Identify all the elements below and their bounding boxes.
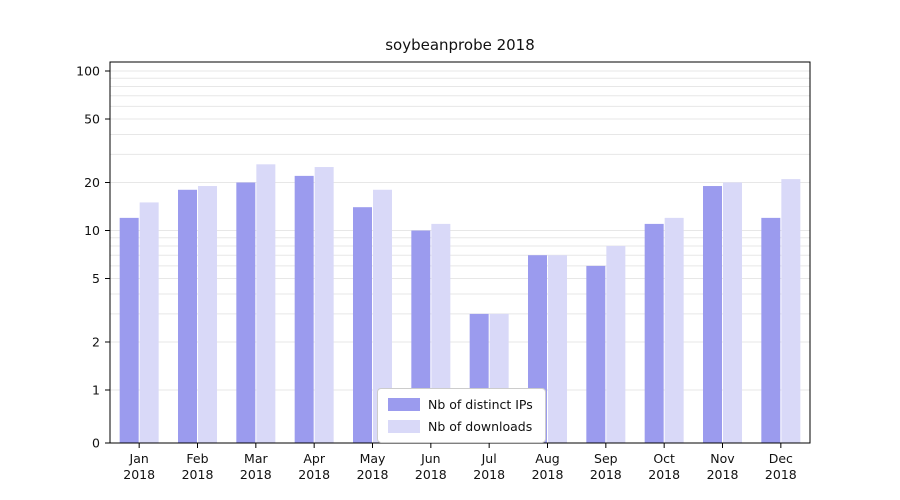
plot-border: [109, 61, 811, 444]
x-tick-label-month: Mar: [244, 451, 268, 466]
x-tick-label-month: Jan: [129, 451, 149, 466]
bar-aug-series-1: [548, 255, 567, 443]
chart-title: soybeanprobe 2018: [385, 36, 535, 54]
y-tick-label: 1: [92, 383, 100, 398]
bar-apr-series-0: [294, 175, 314, 443]
x-tick-label-month: Feb: [186, 451, 208, 466]
x-tick-label-month: Nov: [710, 451, 735, 466]
x-tick-label-month: Oct: [653, 451, 675, 466]
bar-oct-series-0: [644, 223, 664, 443]
bar-oct-series-1: [664, 217, 684, 443]
bar-may-series-0: [353, 207, 372, 443]
x-tick-label-month: Dec: [769, 451, 793, 466]
bar-jan-series-1: [139, 202, 159, 443]
legend-item-distinct-ips: Nb of distinct IPs: [388, 397, 533, 412]
x-tick-label-month: Jul: [481, 451, 497, 466]
legend-item-downloads: Nb of downloads: [388, 419, 533, 434]
x-tick-label-year: 2018: [240, 467, 272, 482]
legend-label-distinct-ips: Nb of distinct IPs: [428, 397, 533, 412]
bar-apr-series-1: [314, 167, 334, 443]
x-tick-label-year: 2018: [357, 467, 389, 482]
x-tick-label-year: 2018: [707, 467, 739, 482]
bar-nov-series-1: [723, 182, 742, 443]
bar-sep-series-0: [586, 265, 606, 443]
bar-dec-series-0: [761, 217, 781, 443]
legend-label-downloads: Nb of downloads: [428, 419, 533, 434]
y-tick-label: 10: [84, 223, 100, 238]
x-tick-label-year: 2018: [590, 467, 622, 482]
legend-swatch-downloads: [388, 420, 420, 433]
x-tick-label-year: 2018: [123, 467, 155, 482]
bar-sep-series-1: [606, 245, 626, 443]
bar-nov-series-0: [703, 186, 722, 443]
x-tick-label-year: 2018: [182, 467, 214, 482]
x-tick-label-month: May: [360, 451, 386, 466]
x-tick-label-year: 2018: [415, 467, 447, 482]
bar-feb-series-1: [198, 186, 217, 443]
x-tick-label-month: Jun: [420, 451, 441, 466]
x-tick-label-month: Sep: [594, 451, 618, 466]
legend-swatch-distinct-ips: [388, 398, 420, 411]
y-tick-label: 2: [92, 334, 100, 349]
bar-may-series-1: [373, 189, 392, 443]
y-tick-label: 5: [92, 271, 100, 286]
legend: Nb of distinct IPs Nb of downloads: [377, 388, 546, 443]
x-tick-label-year: 2018: [298, 467, 330, 482]
x-tick-label-month: Apr: [303, 451, 325, 466]
x-tick-label-month: Aug: [535, 451, 559, 466]
bar-jan-series-0: [119, 217, 139, 443]
x-tick-label-year: 2018: [648, 467, 680, 482]
bar-mar-series-1: [256, 164, 276, 443]
x-tick-label-year: 2018: [473, 467, 505, 482]
y-tick-label: 50: [84, 112, 100, 127]
x-tick-label-year: 2018: [532, 467, 564, 482]
y-tick-label: 20: [84, 175, 100, 190]
x-tick-label-year: 2018: [765, 467, 797, 482]
bar-feb-series-0: [178, 189, 197, 443]
bar-mar-series-0: [236, 182, 256, 443]
y-tick-label: 100: [76, 64, 100, 79]
y-tick-label: 0: [92, 436, 100, 451]
bar-dec-series-1: [781, 179, 801, 443]
